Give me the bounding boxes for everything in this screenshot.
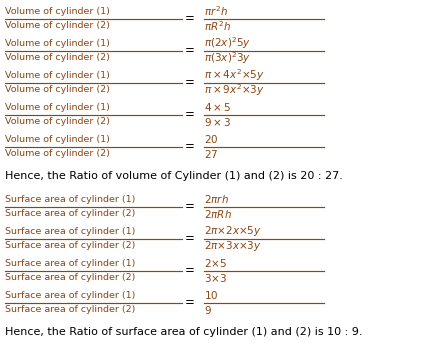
Text: Volume of cylinder (1): Volume of cylinder (1) (5, 71, 110, 80)
Text: =: = (185, 44, 195, 57)
Text: Volume of cylinder (1): Volume of cylinder (1) (5, 39, 110, 48)
Text: $2\pi{\times}3x{\times}3y$: $2\pi{\times}3x{\times}3y$ (204, 239, 262, 253)
Text: Volume of cylinder (1): Volume of cylinder (1) (5, 103, 110, 112)
Text: =: = (185, 264, 195, 277)
Text: Surface area of cylinder (1): Surface area of cylinder (1) (5, 259, 135, 268)
Text: Volume of cylinder (1): Volume of cylinder (1) (5, 7, 110, 16)
Text: Surface area of cylinder (2): Surface area of cylinder (2) (5, 305, 135, 314)
Text: Hence, the Ratio of volume of Cylinder (1) and (2) is 20 : 27.: Hence, the Ratio of volume of Cylinder (… (5, 171, 343, 181)
Text: =: = (185, 76, 195, 89)
Text: $3{\times}3$: $3{\times}3$ (204, 272, 227, 284)
Text: Surface area of cylinder (1): Surface area of cylinder (1) (5, 291, 135, 300)
Text: $\pi \times 9x^2{\times}3y$: $\pi \times 9x^2{\times}3y$ (204, 82, 265, 98)
Text: $9$: $9$ (204, 304, 212, 316)
Text: Surface area of cylinder (2): Surface area of cylinder (2) (5, 241, 135, 250)
Text: Volume of cylinder (2): Volume of cylinder (2) (5, 53, 110, 62)
Text: $\pi(3x)^2 3y$: $\pi(3x)^2 3y$ (204, 50, 251, 66)
Text: $9 \times 3$: $9 \times 3$ (204, 116, 231, 128)
Text: $2\pi rh$: $2\pi rh$ (204, 193, 229, 205)
Text: $2{\times}5$: $2{\times}5$ (204, 257, 227, 269)
Text: Volume of cylinder (2): Volume of cylinder (2) (5, 21, 110, 30)
Text: Volume of cylinder (2): Volume of cylinder (2) (5, 149, 110, 158)
Text: Surface area of cylinder (2): Surface area of cylinder (2) (5, 273, 135, 282)
Text: =: = (185, 12, 195, 25)
Text: $\pi R^2 h$: $\pi R^2 h$ (204, 19, 231, 33)
Text: $2\pi Rh$: $2\pi Rh$ (204, 208, 232, 220)
Text: =: = (185, 108, 195, 121)
Text: $\pi(2x)^2 5y$: $\pi(2x)^2 5y$ (204, 35, 251, 51)
Text: $27$: $27$ (204, 148, 218, 160)
Text: $2\pi{\times}2x{\times}5y$: $2\pi{\times}2x{\times}5y$ (204, 224, 262, 238)
Text: Volume of cylinder (1): Volume of cylinder (1) (5, 135, 110, 144)
Text: $4 \times 5$: $4 \times 5$ (204, 101, 231, 113)
Text: $\pi r^2 h$: $\pi r^2 h$ (204, 5, 228, 18)
Text: $10$: $10$ (204, 289, 218, 301)
Text: $\pi \times 4x^2{\times}5y$: $\pi \times 4x^2{\times}5y$ (204, 67, 265, 83)
Text: =: = (185, 296, 195, 309)
Text: Volume of cylinder (2): Volume of cylinder (2) (5, 117, 110, 126)
Text: Hence, the Ratio of surface area of cylinder (1) and (2) is 10 : 9.: Hence, the Ratio of surface area of cyli… (5, 327, 363, 337)
Text: $20$: $20$ (204, 133, 218, 145)
Text: Volume of cylinder (2): Volume of cylinder (2) (5, 85, 110, 94)
Text: Surface area of cylinder (1): Surface area of cylinder (1) (5, 195, 135, 204)
Text: Surface area of cylinder (1): Surface area of cylinder (1) (5, 227, 135, 236)
Text: Surface area of cylinder (2): Surface area of cylinder (2) (5, 209, 135, 218)
Text: =: = (185, 232, 195, 245)
Text: =: = (185, 140, 195, 153)
Text: =: = (185, 200, 195, 213)
